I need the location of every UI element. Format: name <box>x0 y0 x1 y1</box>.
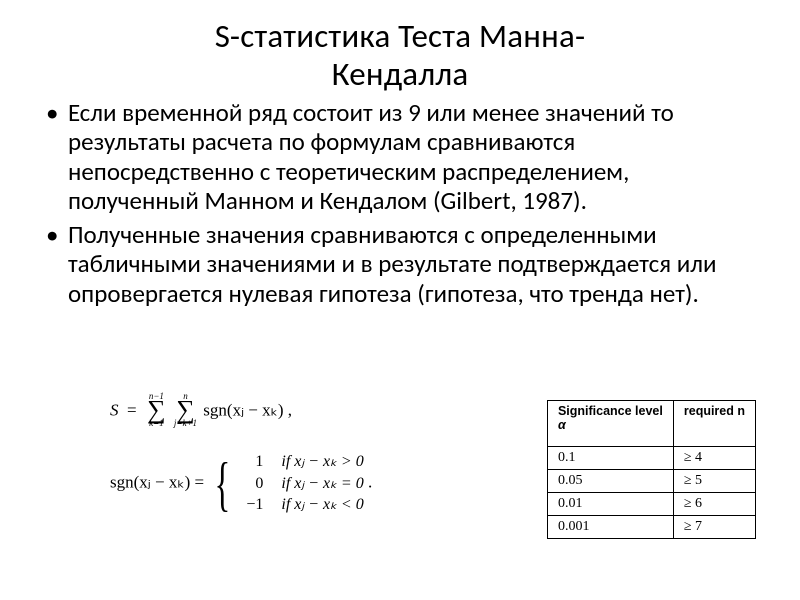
case2-val: 0 <box>243 473 263 495</box>
title-line-1: S-статистика Теста Манна- <box>215 16 586 56</box>
s-rhs: sgn(xⱼ − xₖ) , <box>203 401 292 420</box>
bullet-2: Полученные значения сравниваются с опред… <box>68 220 760 309</box>
case2-cond: if xⱼ − xₖ = 0 <box>281 473 363 495</box>
s-lhs: S <box>110 401 119 420</box>
cell-alpha: 0.01 <box>547 493 673 516</box>
case-row-2: 0 if xⱼ − xₖ = 0 <box>243 473 363 495</box>
formula-sgn: sgn(xⱼ − xₖ) = { 1 if xⱼ − xₖ > 0 0 if x… <box>110 451 400 516</box>
case-row-1: 1 if xⱼ − xₖ > 0 <box>243 451 363 473</box>
slide-title: S-статистика Теста Манна- Кендалла <box>40 18 760 94</box>
th-significance: Significance level α <box>547 401 673 447</box>
title-line-2: Кендалла <box>332 54 469 94</box>
cell-n: ≥ 7 <box>673 516 755 539</box>
sigma-icon: ∑ <box>147 401 166 419</box>
sum-outer: n−1 ∑ k=1 <box>147 392 166 427</box>
sum-inner: n ∑ j=k+1 <box>174 392 197 427</box>
case3-val: −1 <box>243 494 263 516</box>
cell-n: ≥ 5 <box>673 470 755 493</box>
sigma-icon: ∑ <box>174 401 197 419</box>
bullet-1: Если временной ряд состоит из 9 или мене… <box>68 98 760 216</box>
slide: S-статистика Теста Манна- Кендалла Если … <box>0 0 800 600</box>
table-row: 0.001 ≥ 7 <box>547 516 755 539</box>
sum1-bot: k=1 <box>147 419 166 428</box>
significance-table: Significance level α required n 0.1 ≥ 4 … <box>547 400 756 539</box>
brace-icon: { <box>215 454 231 514</box>
table-row: 0.05 ≥ 5 <box>547 470 755 493</box>
formula-s: S = n−1 ∑ k=1 n ∑ j=k+1 sgn(xⱼ − xₖ) , <box>110 392 400 427</box>
cell-n: ≥ 6 <box>673 493 755 516</box>
cases: 1 if xⱼ − xₖ > 0 0 if xⱼ − xₖ = 0 −1 if … <box>243 451 363 516</box>
th-required-n: required n <box>673 401 755 447</box>
th-required-label: required n <box>684 404 745 418</box>
th-sig-label: Significance level <box>558 404 663 418</box>
period: . <box>368 473 372 492</box>
cell-alpha: 0.1 <box>547 447 673 470</box>
table-row: 0.1 ≥ 4 <box>547 447 755 470</box>
formula-block: S = n−1 ∑ k=1 n ∑ j=k+1 sgn(xⱼ − xₖ) , s… <box>110 392 400 516</box>
cell-n: ≥ 4 <box>673 447 755 470</box>
cell-alpha: 0.05 <box>547 470 673 493</box>
case1-val: 1 <box>243 451 263 473</box>
sum2-bot: j=k+1 <box>174 419 197 428</box>
case-row-3: −1 if xⱼ − xₖ < 0 <box>243 494 363 516</box>
eq-sign: = <box>127 401 137 420</box>
cases-brace: { 1 if xⱼ − xₖ > 0 0 if xⱼ − xₖ = 0 −1 i… <box>208 451 363 516</box>
sgn-lhs: sgn(xⱼ − xₖ) = <box>110 473 204 492</box>
case3-cond: if xⱼ − xₖ < 0 <box>281 494 363 516</box>
table-row: 0.01 ≥ 6 <box>547 493 755 516</box>
th-alpha-symbol: α <box>558 418 566 432</box>
case1-cond: if xⱼ − xₖ > 0 <box>281 451 363 473</box>
table-head-row: Significance level α required n <box>547 401 755 447</box>
body-list: Если временной ряд состоит из 9 или мене… <box>40 98 760 309</box>
cell-alpha: 0.001 <box>547 516 673 539</box>
